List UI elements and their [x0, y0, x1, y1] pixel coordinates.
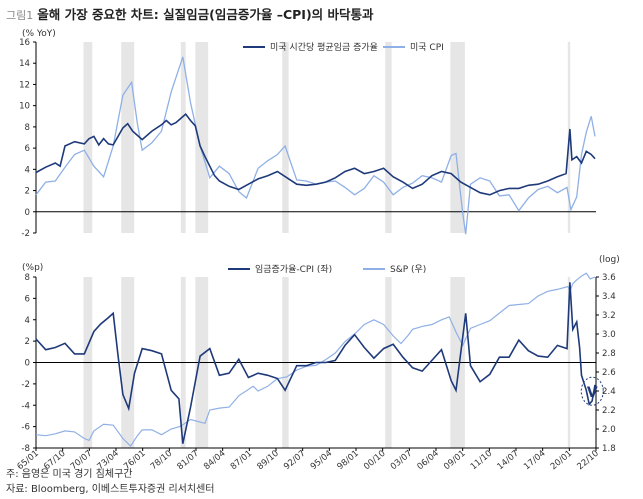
recession-band-top-2 — [180, 42, 186, 233]
recession-band-top-0 — [83, 42, 93, 233]
bottom-right-tick-label: 2.8 — [602, 349, 616, 359]
figure-label: 그림1 — [6, 9, 34, 22]
top-y-tick-label: 0 — [25, 208, 30, 218]
bottom-left-tick-label: 0 — [25, 359, 30, 369]
recession-band-top-4 — [282, 42, 289, 233]
figure-title: 그림1 올해 가장 중요한 차트: 실질임금(임금증가율 –CPI)의 바닥통과 — [6, 4, 374, 23]
bottom-left-tick-label: -6 — [21, 423, 30, 433]
x-tick-label: 78/10 — [149, 449, 174, 473]
legend-label-real-wage: 임금증가율-CPI (좌) — [255, 263, 332, 275]
v-annotation-circle — [580, 376, 604, 406]
footnote-source: 자료: Bloomberg, 이베스트투자증권 리서치센터 — [6, 484, 215, 495]
bottom-left-tick-label: -2 — [21, 380, 30, 390]
series-line-hourly-wage — [35, 113, 596, 196]
bottom-left-tick-label: 6 — [25, 294, 30, 304]
bottom-right-tick-label: 1.8 — [602, 444, 616, 454]
bottom-right-tick-label: 3.2 — [602, 311, 616, 321]
v-annotation-label: V — [587, 385, 598, 401]
recession-band-top-5 — [385, 42, 392, 233]
recession-band-top-6 — [450, 42, 465, 233]
x-tick-label: 89/10 — [256, 449, 281, 473]
top-y-tick-label: -2 — [21, 229, 30, 239]
x-tick-label: 11/10 — [469, 449, 494, 473]
bottom-left-tick-label: -4 — [21, 401, 30, 411]
bottom-left-tick-label: -8 — [21, 444, 30, 454]
top-y-tick-label: 8 — [25, 123, 30, 133]
x-tick-label: 03/07 — [389, 449, 414, 473]
recession-band-top-3 — [195, 42, 209, 233]
top-y-tick-label: 2 — [25, 187, 30, 197]
top-y-tick-label: 16 — [19, 38, 30, 48]
bottom-right-axis-label: (log) — [599, 255, 620, 265]
x-tick-label: 92/07 — [282, 449, 307, 473]
bottom-right-tick-label: 3.0 — [602, 330, 616, 340]
top-y-tick-label: 14 — [19, 59, 30, 69]
bottom-right-tick-label: 2.2 — [602, 406, 616, 416]
bottom-left-tick-label: 8 — [25, 273, 30, 283]
bottom-right-tick-label: 2.0 — [602, 425, 616, 435]
x-tick-label: 87/01 — [229, 449, 254, 473]
x-tick-label: 95/04 — [309, 449, 334, 473]
top-y-tick-label: 10 — [19, 102, 30, 112]
legend-label-cpi: 미국 CPI — [410, 42, 444, 53]
figure-title-text: 올해 가장 중요한 차트: 실질임금(임금증가율 –CPI)의 바닥통과 — [37, 7, 374, 22]
top-y-tick-label: 12 — [19, 80, 30, 90]
legend-label-sp500: S&P (우) — [390, 264, 426, 275]
recession-band-top-1 — [121, 42, 135, 233]
bottom-right-tick-label: 3.6 — [602, 273, 616, 283]
x-tick-label: 22/10 — [576, 449, 601, 473]
top-y-tick-label: 6 — [25, 144, 30, 154]
footnote-recession: 주: 음영은 미국 경기 침체구간 — [6, 469, 133, 480]
bottom-left-tick-label: 4 — [25, 316, 30, 326]
x-tick-label: 84/04 — [202, 449, 227, 473]
bottom-right-tick-label: 2.6 — [602, 368, 616, 378]
top-y-axis-label: (% YoY) — [22, 29, 56, 39]
series-line-sp500 — [35, 272, 596, 448]
x-tick-label: 98/01 — [336, 449, 361, 473]
series-line-cpi — [35, 56, 596, 235]
bottom-right-tick-label: 2.4 — [602, 387, 616, 397]
x-tick-label: 09/01 — [442, 449, 467, 473]
x-tick-label: 00/10 — [362, 449, 387, 473]
bottom-right-tick-label: 3.4 — [602, 292, 616, 302]
top-y-tick-label: 4 — [25, 165, 30, 175]
legend-label-hourly-wage: 미국 시간당 평균임금 증가율 — [270, 41, 378, 53]
x-tick-label: 20/01 — [549, 449, 574, 473]
x-tick-label: 17/04 — [522, 449, 547, 473]
bottom-left-axis-label: (%p) — [22, 263, 43, 273]
x-tick-label: 14/07 — [496, 449, 521, 473]
x-tick-label: 81/07 — [176, 449, 201, 473]
x-tick-label: 06/04 — [416, 449, 441, 473]
series-line-real-wage — [35, 282, 596, 444]
bottom-left-tick-label: 2 — [25, 337, 30, 347]
